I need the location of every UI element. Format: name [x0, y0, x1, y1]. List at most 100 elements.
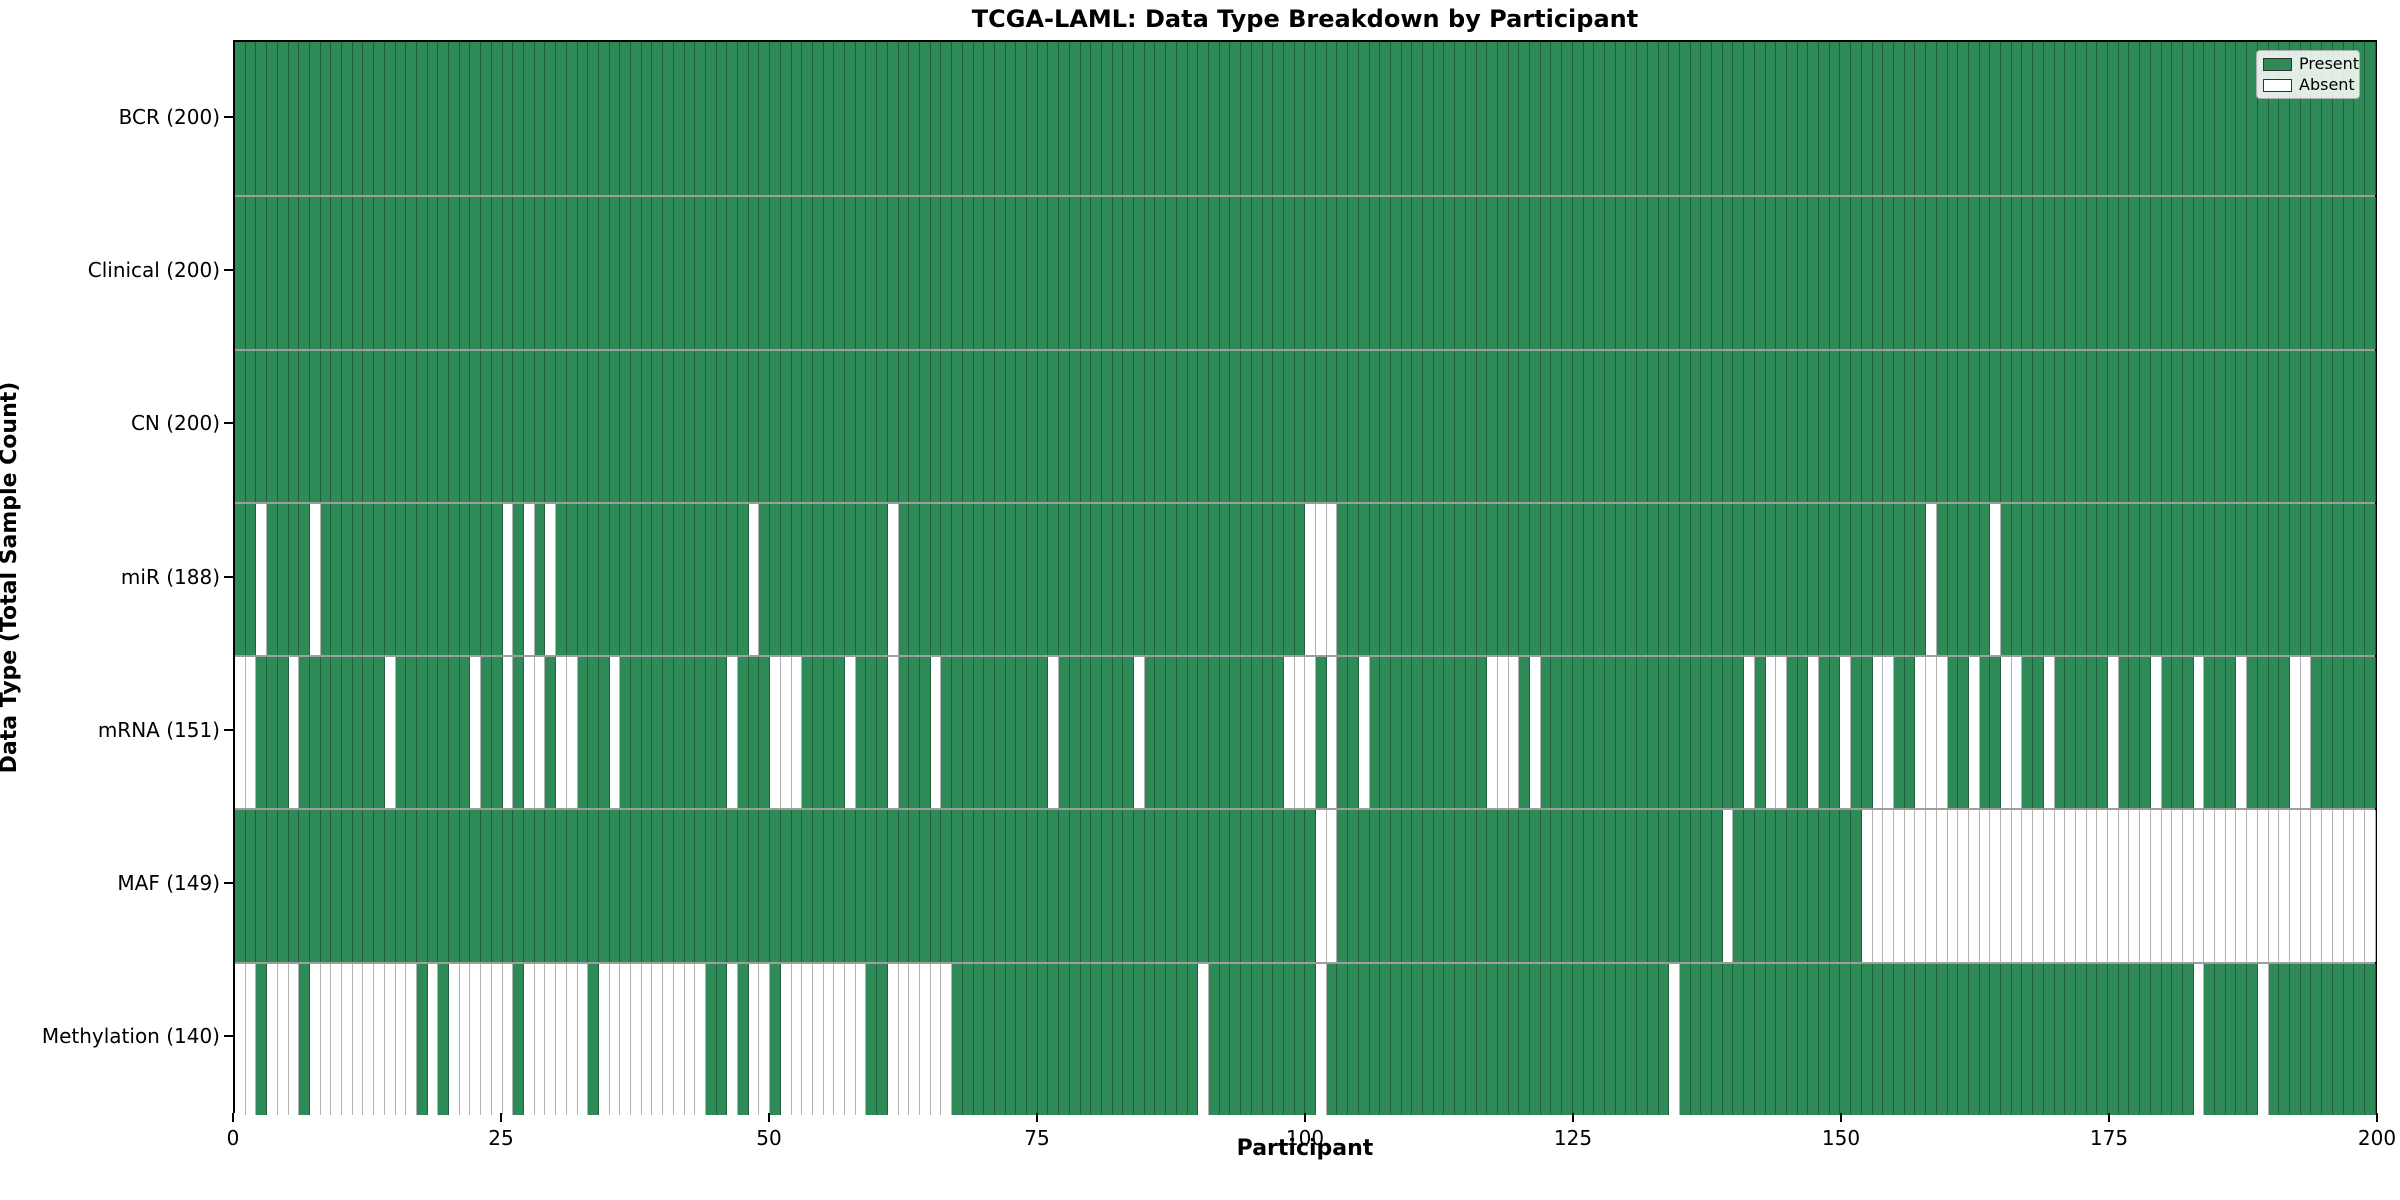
cell-BCR-30: [556, 42, 567, 196]
cell-Methylation-166: [2011, 963, 2023, 1115]
cell-Methylation-35: [609, 963, 621, 1115]
cell-CN-94: [1241, 350, 1252, 502]
cell-MAF-37: [631, 810, 642, 962]
cell-Methylation-49: [759, 963, 771, 1115]
cell-Methylation-14: [384, 963, 396, 1115]
cell-mRNA-172: [2075, 657, 2087, 809]
cell-Methylation-32: [577, 963, 589, 1115]
cell-CN-136: [1690, 350, 1702, 502]
cell-Methylation-41: [673, 963, 685, 1115]
cell-BCR-138: [1712, 42, 1723, 196]
cell-CN-28: [534, 350, 546, 502]
cell-Clinical-169: [2043, 197, 2055, 349]
cell-Clinical-190: [2268, 197, 2280, 349]
cell-Clinical-32: [577, 197, 589, 349]
cell-mRNA-37: [631, 657, 642, 809]
cell-CN-143: [1765, 350, 1777, 502]
cell-CN-168: [2033, 350, 2044, 502]
cell-MAF-49: [759, 810, 771, 962]
cell-Methylation-48: [748, 963, 760, 1115]
cell-miR-124: [1562, 503, 1573, 656]
cell-miR-187: [2236, 503, 2248, 656]
cell-CN-36: [620, 350, 632, 502]
cell-MAF-44: [705, 810, 717, 962]
cell-Clinical-104: [1348, 197, 1359, 349]
present-swatch-icon: [2263, 57, 2292, 71]
heatmap-plot: [233, 40, 2377, 1115]
cell-mRNA-14: [384, 657, 396, 809]
cell-miR-141: [1744, 503, 1755, 656]
cell-MAF-89: [1187, 810, 1199, 962]
cell-MAF-113: [1444, 810, 1456, 962]
cell-Methylation-7: [309, 963, 321, 1115]
cell-BCR-70: [984, 42, 995, 196]
cell-CN-131: [1637, 350, 1648, 502]
cell-miR-131: [1637, 503, 1648, 656]
cell-BCR-118: [1497, 42, 1509, 196]
cell-mRNA-121: [1530, 657, 1541, 809]
cell-Clinical-142: [1754, 197, 1766, 349]
cell-mRNA-182: [2182, 657, 2194, 809]
cell-miR-26: [513, 503, 524, 656]
cell-Clinical-86: [1155, 197, 1167, 349]
cell-MAF-122: [1540, 810, 1552, 962]
cell-CN-18: [427, 350, 439, 502]
cell-BCR-151: [1851, 42, 1862, 196]
cell-mRNA-134: [1669, 657, 1680, 809]
cell-Clinical-195: [2322, 197, 2333, 349]
cell-BCR-81: [1101, 42, 1113, 196]
cell-mRNA-59: [866, 657, 878, 809]
cell-Clinical-93: [1230, 197, 1242, 349]
cell-MAF-6: [299, 810, 310, 962]
cell-Methylation-141: [1744, 963, 1755, 1115]
cell-MAF-142: [1754, 810, 1766, 962]
cell-mRNA-0: [235, 657, 246, 809]
cell-BCR-24: [491, 42, 503, 196]
cell-Methylation-151: [1851, 963, 1862, 1115]
cell-MAF-88: [1176, 810, 1188, 962]
cell-MAF-14: [384, 810, 396, 962]
cell-Clinical-139: [1722, 197, 1734, 349]
cell-BCR-26: [513, 42, 524, 196]
cell-CN-149: [1829, 350, 1841, 502]
cell-MAF-180: [2161, 810, 2173, 962]
cell-Methylation-156: [1904, 963, 1916, 1115]
cell-miR-178: [2140, 503, 2151, 656]
cell-Clinical-60: [877, 197, 888, 349]
cell-MAF-40: [663, 810, 674, 962]
cell-MAF-60: [877, 810, 888, 962]
cell-CN-12: [363, 350, 375, 502]
cell-miR-21: [459, 503, 471, 656]
cell-MAF-178: [2140, 810, 2151, 962]
cell-miR-28: [534, 503, 546, 656]
cell-miR-163: [1979, 503, 1991, 656]
cell-mRNA-52: [791, 657, 803, 809]
cell-CN-58: [855, 350, 867, 502]
cell-miR-57: [845, 503, 856, 656]
cell-Methylation-137: [1701, 963, 1713, 1115]
cell-mRNA-43: [695, 657, 706, 809]
cell-BCR-106: [1369, 42, 1381, 196]
cell-miR-76: [1048, 503, 1060, 656]
cell-BCR-8: [320, 42, 332, 196]
cell-mRNA-127: [1594, 657, 1605, 809]
cell-Methylation-21: [459, 963, 471, 1115]
cell-MAF-111: [1423, 810, 1434, 962]
cell-MAF-79: [1080, 810, 1092, 962]
cell-mRNA-15: [395, 657, 407, 809]
cell-CN-3: [267, 350, 278, 502]
cell-BCR-101: [1316, 42, 1327, 196]
cell-mRNA-39: [652, 657, 664, 809]
cell-BCR-5: [288, 42, 300, 196]
cell-CN-51: [780, 350, 792, 502]
cell-Methylation-177: [2129, 963, 2141, 1115]
cell-Methylation-80: [1091, 963, 1102, 1115]
cell-MAF-149: [1829, 810, 1841, 962]
cell-Methylation-65: [930, 963, 942, 1115]
cell-MAF-33: [588, 810, 599, 962]
cell-Methylation-193: [2300, 963, 2312, 1115]
cell-CN-169: [2043, 350, 2055, 502]
cell-Clinical-25: [502, 197, 514, 349]
cell-CN-73: [1016, 350, 1028, 502]
cell-MAF-11: [352, 810, 364, 962]
